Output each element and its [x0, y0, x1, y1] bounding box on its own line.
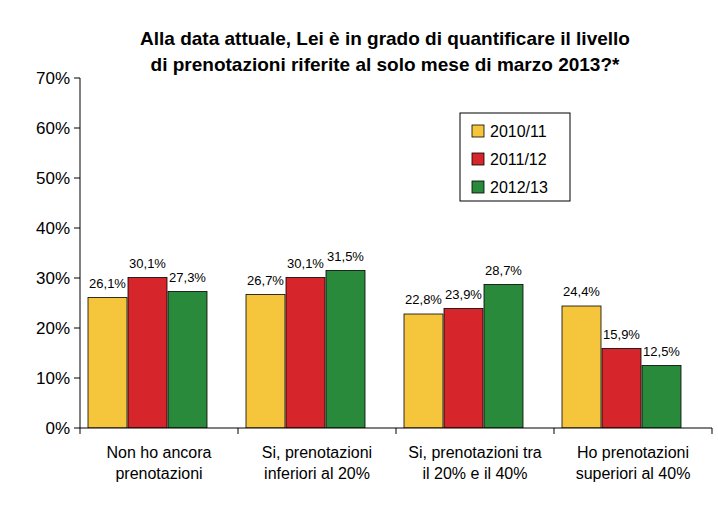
legend-label: 2010/11 [490, 123, 547, 140]
legend-label: 2011/12 [490, 151, 547, 168]
y-tick [74, 328, 80, 329]
y-tick-label: 20% [36, 319, 70, 338]
legend-swatch [472, 181, 484, 193]
y-tick-label: 40% [36, 219, 70, 238]
category-label: Si, prenotazioni trail 20% e il 40% [408, 444, 542, 482]
bar [642, 366, 681, 429]
bar [326, 271, 365, 429]
bar [286, 278, 325, 429]
x-tick [80, 428, 81, 434]
category-label: Non ho ancoraprenotazioni [107, 444, 212, 482]
bar [484, 285, 523, 429]
data-label: 26,1% [89, 276, 126, 291]
y-tick-label: 30% [36, 269, 70, 288]
x-tick [554, 428, 555, 434]
y-tick [74, 428, 80, 429]
bar [404, 314, 443, 428]
x-tick [238, 428, 239, 434]
data-label: 23,9% [445, 287, 482, 302]
x-tick [712, 428, 713, 434]
bar [128, 278, 167, 429]
data-label: 28,7% [485, 263, 522, 278]
data-label: 30,1% [129, 256, 166, 271]
data-labels: 26,1% 26,7% 22,8% 24,4% 30,1% 30,1% 23,9% 15,9%… [89, 249, 680, 359]
y-tick-label: 60% [36, 119, 70, 138]
data-label: 24,4% [563, 284, 600, 299]
bar [168, 292, 207, 429]
legend-label: 2012/13 [490, 179, 548, 196]
bar [88, 298, 127, 429]
y-tick-label: 0% [45, 419, 70, 438]
chart: Alla data attuale, Lei è in grado di qua… [0, 0, 718, 509]
y-tick [74, 228, 80, 229]
y-tick [74, 178, 80, 179]
title: Alla data attuale, Lei è in grado di qua… [140, 28, 630, 75]
data-label: 15,9% [603, 327, 640, 342]
bar [602, 349, 641, 429]
y-tick [74, 78, 80, 79]
data-label: 27,3% [169, 270, 206, 285]
legend-swatch [472, 125, 484, 137]
bars [88, 271, 681, 429]
y-tick [74, 278, 80, 279]
category-label: Si, prenotazioniinferiori al 20% [262, 444, 372, 482]
data-label: 26,7% [247, 273, 284, 288]
legend-swatch [472, 153, 484, 165]
y-axis [80, 78, 81, 428]
data-label: 12,5% [643, 344, 680, 359]
x-tick [396, 428, 397, 434]
legend: 2010/11 2011/12 2012/13 [460, 113, 570, 201]
y-tick-label: 50% [36, 169, 70, 188]
y-tick [74, 378, 80, 379]
bar [444, 309, 483, 429]
y-tick-label: 70% [36, 69, 70, 88]
legend-box [460, 113, 570, 201]
data-label: 22,8% [405, 292, 442, 307]
y-tick-label: 10% [36, 369, 70, 388]
category-label: Ho prenotazionisuperiori al 40% [576, 444, 691, 482]
bar [246, 295, 285, 429]
background [0, 0, 718, 509]
y-tick [74, 128, 80, 129]
data-label: 31,5% [327, 249, 364, 264]
data-label: 30,1% [287, 256, 324, 271]
bar [562, 306, 601, 428]
